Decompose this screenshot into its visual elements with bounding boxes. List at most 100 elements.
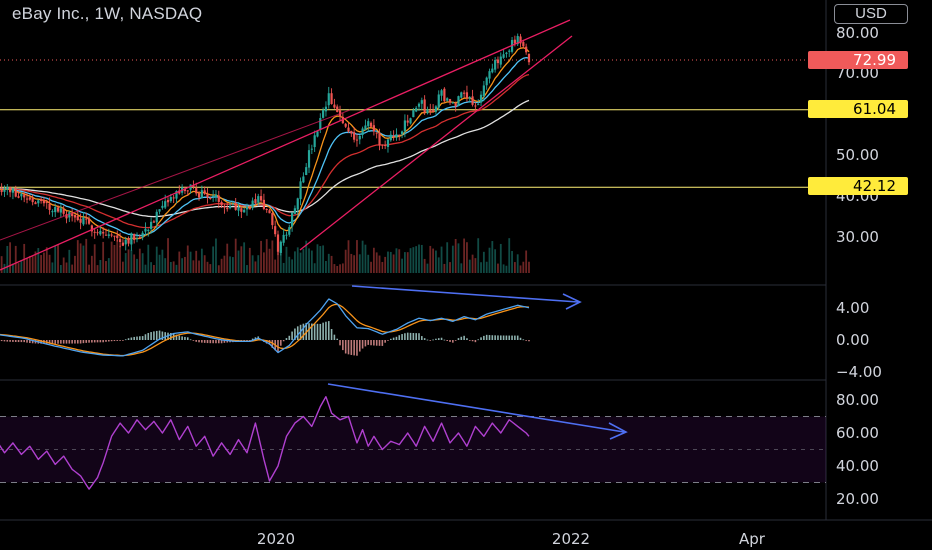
candle-body	[403, 120, 406, 132]
volume-bar	[186, 245, 189, 273]
macd-histogram-bar	[449, 340, 451, 342]
volume-bar	[192, 260, 195, 273]
macd-histogram-bar	[14, 340, 17, 342]
candle-body	[245, 206, 249, 210]
candle-body	[212, 195, 215, 197]
macd-histogram-bar	[375, 340, 378, 346]
volume-bar	[141, 253, 144, 273]
volume-bar	[378, 255, 381, 273]
candle-body	[79, 218, 82, 223]
candle-body	[54, 206, 57, 213]
currency-button[interactable]: USD	[834, 4, 908, 24]
volume-bar	[198, 260, 200, 273]
macd-histogram-bar	[147, 332, 150, 340]
volume-bar	[294, 251, 296, 273]
volume-bar	[122, 261, 124, 273]
volume-bar	[23, 243, 26, 273]
candle-body	[400, 131, 404, 134]
time-tick: 2022	[551, 530, 591, 548]
macd-histogram-bar	[477, 339, 480, 341]
candle-body	[327, 93, 330, 106]
volume-bar	[347, 240, 350, 273]
candle-body	[248, 207, 251, 210]
volume-bar	[260, 240, 262, 273]
volume-bar	[136, 258, 138, 273]
volume-bar	[130, 250, 133, 273]
candle-body	[479, 94, 483, 103]
volume-bar	[59, 264, 62, 273]
candle-body	[409, 118, 412, 124]
divergence-arrowhead	[562, 293, 582, 310]
candle-body	[214, 194, 218, 197]
volume-bar	[37, 248, 40, 273]
macd-histogram-bar	[412, 333, 415, 340]
macd-histogram-bar	[249, 340, 251, 341]
divergence-arrow-line	[351, 285, 579, 303]
volume-bar	[423, 258, 426, 273]
volume-bar	[528, 261, 530, 273]
candle-body	[93, 231, 96, 233]
candle-body	[147, 229, 150, 231]
volume-bar	[409, 248, 412, 273]
macd-histogram-bar	[291, 331, 293, 340]
macd-histogram-bar	[198, 340, 200, 343]
candle-body	[226, 208, 229, 210]
macd-histogram-bar	[40, 340, 42, 344]
volume-bar	[144, 264, 147, 273]
candle-body	[432, 110, 435, 113]
macd-histogram-bar	[0, 340, 3, 342]
candle-body	[259, 196, 263, 201]
volume-bar	[302, 248, 305, 273]
volume-bar	[513, 262, 516, 273]
macd-histogram-bar	[497, 335, 499, 340]
macd-histogram-bar	[519, 337, 522, 340]
volume-bar	[279, 253, 282, 273]
macd-histogram-bar	[215, 340, 217, 344]
volume-bar	[79, 243, 82, 273]
macd-tick: 4.00	[836, 299, 870, 317]
volume-bar	[339, 264, 341, 273]
macd-histogram-bar	[93, 340, 96, 343]
candle-body	[434, 106, 438, 112]
hline-badge: 61.04	[808, 100, 908, 118]
volume-bar	[356, 240, 358, 273]
volume-bar	[26, 258, 28, 273]
macd-histogram-bar	[525, 340, 527, 341]
candle-body	[429, 110, 432, 112]
macd-histogram-bar	[415, 333, 417, 340]
candle-body	[496, 59, 500, 64]
candle-body	[454, 103, 457, 107]
candle-body	[155, 211, 158, 223]
volume-bar	[209, 264, 212, 273]
macd-signal-line	[0, 303, 530, 357]
macd-histogram-bar	[54, 340, 57, 344]
candle-body	[291, 212, 294, 227]
price-tick: 80.00	[836, 24, 879, 42]
macd-histogram-bar	[85, 340, 88, 343]
candle-body	[448, 99, 452, 103]
candle-body	[172, 197, 175, 199]
candle-body	[522, 42, 525, 47]
candle-body	[276, 234, 280, 252]
candle-body	[73, 214, 77, 218]
candle-body	[505, 52, 508, 54]
volume-bar	[88, 264, 90, 273]
volume-bar	[175, 264, 178, 273]
macd-histogram-bar	[426, 339, 429, 341]
volume-bar	[353, 255, 356, 273]
macd-histogram-bar	[17, 340, 20, 343]
candle-body	[121, 242, 124, 246]
candle-body	[288, 227, 291, 235]
candle-body	[491, 68, 494, 73]
channel-lower-line	[299, 35, 573, 251]
volume-bar	[435, 250, 437, 273]
macd-histogram-bar	[192, 340, 195, 341]
candle-body	[319, 118, 322, 130]
volume-bar	[525, 250, 528, 273]
volume-bar	[508, 238, 511, 273]
macd-histogram-bar	[282, 340, 285, 342]
macd-histogram-bar	[483, 335, 485, 340]
macd-histogram-bar	[308, 323, 310, 340]
candle-body	[336, 106, 339, 112]
